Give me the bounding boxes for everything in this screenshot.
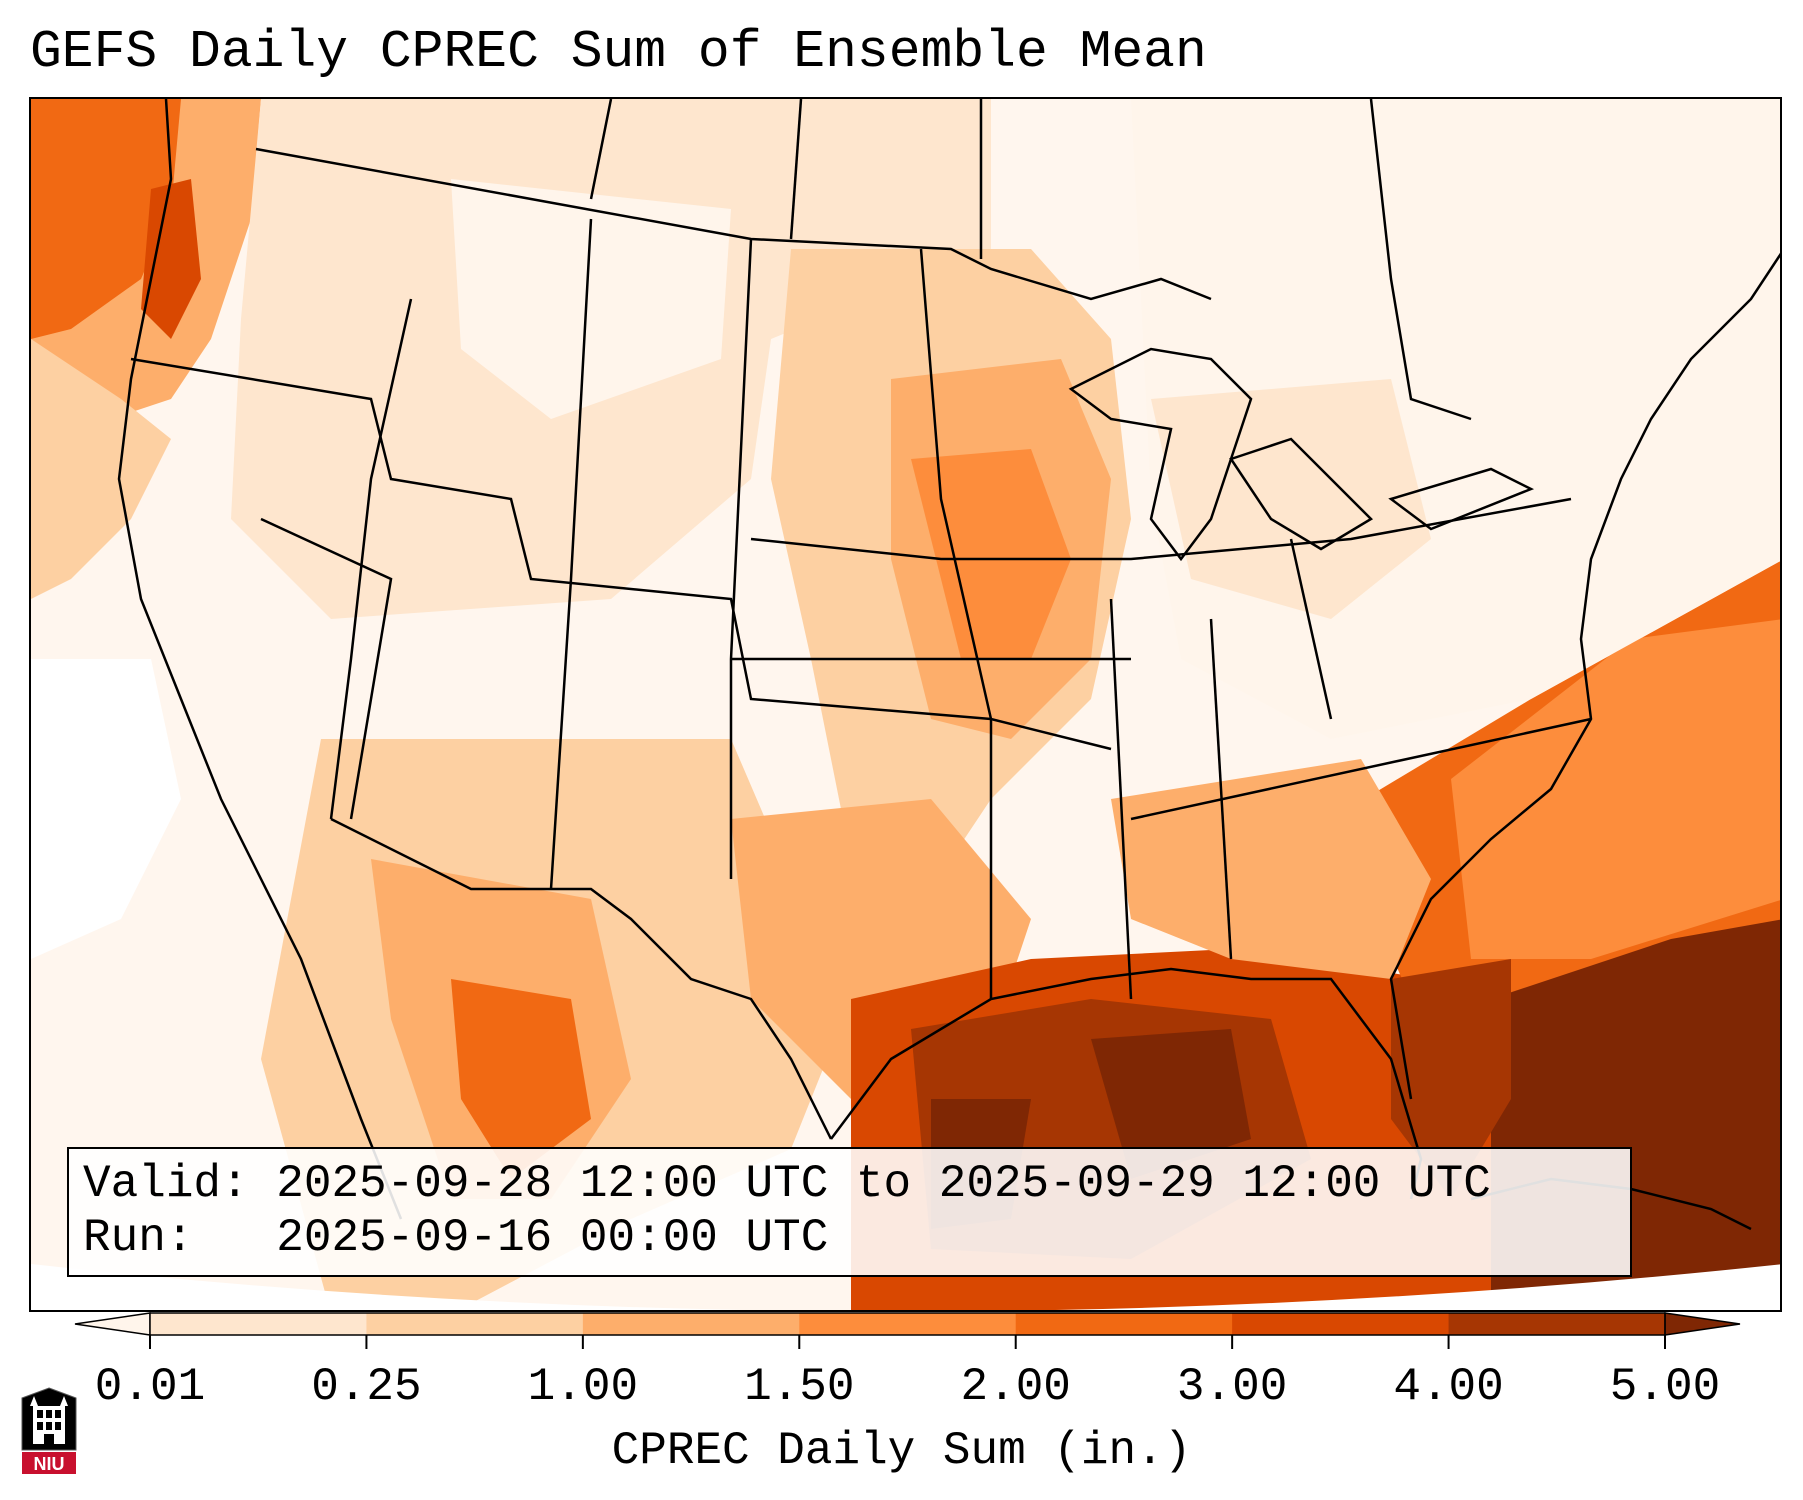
border-canada [255,147,1212,301]
colorbar-ticks [149,1335,1666,1349]
precip-region [31,659,181,959]
svg-text:NIU: NIU [34,1454,65,1474]
precip-region [1151,379,1431,619]
map-canvas [31,99,1780,1310]
colorbar-segment [150,1313,367,1335]
projection-mask [31,1264,1780,1310]
boundaries [117,99,1780,1231]
colorbar-extend-high [1664,1312,1741,1336]
state-line [329,298,413,820]
colorbar-tick-label: 0.25 [311,1361,422,1413]
colorbar-tick-label: 0.01 [94,1361,206,1413]
precipitation-map [29,97,1782,1312]
colorbar-segment [1448,1313,1666,1335]
colorbar-tick-label: 1.00 [527,1361,639,1413]
state-line [1209,618,1233,960]
province-line [1369,99,1472,421]
province-line [589,99,613,200]
province-line [789,99,803,240]
niu-logo: NIU [21,1387,77,1474]
colorbar-segment [1015,1313,1233,1335]
colorbar [74,1312,1741,1349]
coastline-gulf [830,967,1423,1200]
precip-region [31,99,181,339]
colorbar-segments [74,1312,1741,1336]
colorbar-tick-label: 5.00 [1609,1361,1721,1413]
colorbar-tick-label: 4.00 [1393,1361,1504,1413]
state-line [919,248,993,999]
precip-region [1091,1029,1251,1179]
state-line [750,497,1572,561]
state-line [549,218,593,890]
colorbar-segment [366,1313,584,1335]
run-time: Run: 2025-09-16 00:00 UTC [83,1212,829,1264]
coastline-atlantic [1389,252,1780,1100]
state-line [260,517,393,820]
colorbar-outline [149,1312,1666,1336]
valid-time: Valid: 2025-09-28 12:00 UTC to 2025-09-2… [83,1158,1491,1210]
colorbar-segment [799,1313,1017,1335]
state-line [1109,598,1133,1000]
coastline-west [117,99,403,1220]
great-lakes [1388,467,1535,531]
precip-region [911,449,1071,659]
map-title: GEFS Daily CPREC Sum of Ensemble Mean [30,22,1207,82]
border-mexico [330,817,833,1140]
colorbar-label: CPREC Daily Sum (in.) [611,1425,1192,1477]
state-line [1130,717,1592,821]
colorbar-extend-low [74,1312,151,1336]
precip-region [31,339,171,599]
colorbar-segment [1232,1313,1450,1335]
great-lakes [1068,347,1253,562]
great-lakes [1229,437,1374,551]
colorbar-tick-label: 2.00 [960,1361,1071,1413]
precip-region [451,179,731,419]
precip-region [141,179,201,339]
info-box: Valid: 2025-09-28 12:00 UTC to 2025-09-2… [67,1147,1632,1277]
colorbar-segment [582,1313,800,1335]
precip-region [451,979,591,1179]
precip-region [1111,759,1431,979]
state-line [1289,538,1333,720]
colorbar-tick-label: 3.00 [1176,1361,1288,1413]
state-line [130,357,1112,751]
precip-region [1391,959,1511,1199]
colorbar-tick-label: 1.50 [744,1361,855,1413]
precip-region [1451,619,1780,959]
